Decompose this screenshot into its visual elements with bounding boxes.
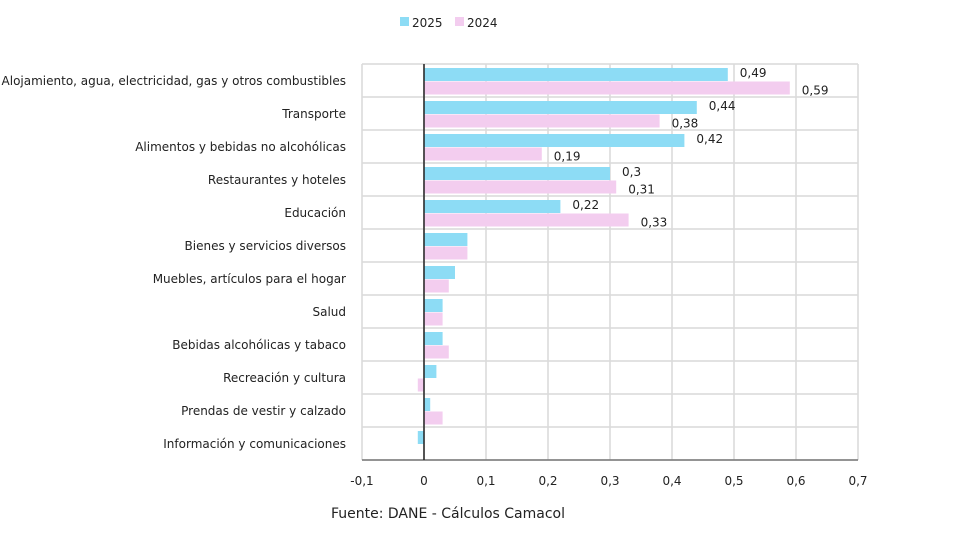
bar-2025 bbox=[424, 332, 443, 345]
data-label: 0,33 bbox=[641, 216, 668, 230]
x-tick-label: -0,1 bbox=[350, 474, 373, 488]
category-label: Prendas de vestir y calzado bbox=[181, 404, 346, 418]
bar-2025 bbox=[424, 68, 728, 81]
bar-2024 bbox=[424, 81, 790, 95]
x-tick-label: 0,7 bbox=[848, 474, 867, 488]
legend-swatch-2024 bbox=[455, 17, 464, 26]
data-label: 0,31 bbox=[628, 183, 655, 197]
category-label: Alimentos y bebidas no alcohólicas bbox=[135, 140, 346, 154]
category-label: Restaurantes y hoteles bbox=[208, 173, 346, 187]
category-label: Recreación y cultura bbox=[223, 371, 346, 385]
legend-label: 2025 bbox=[412, 16, 443, 30]
bar-2025 bbox=[424, 365, 437, 378]
category-label: Alojamiento, agua, electricidad, gas y o… bbox=[2, 74, 346, 88]
bar-2025 bbox=[424, 266, 455, 279]
category-label: Bienes y servicios diversos bbox=[185, 239, 346, 253]
source-note: Fuente: DANE - Cálculos Camacol bbox=[330, 506, 566, 522]
bar-2024 bbox=[424, 345, 449, 359]
x-tick-label: 0,2 bbox=[538, 474, 557, 488]
bar-2024 bbox=[417, 378, 424, 392]
legend-label: 2024 bbox=[467, 16, 498, 30]
bar-2024 bbox=[424, 114, 660, 128]
x-tick-label: 0,3 bbox=[600, 474, 619, 488]
legend-swatch-2025 bbox=[400, 17, 409, 26]
bar-2024 bbox=[424, 147, 542, 161]
data-label: 0,19 bbox=[554, 150, 581, 164]
x-tick-label: 0,4 bbox=[662, 474, 681, 488]
x-tick-label: 0,5 bbox=[724, 474, 743, 488]
bar-2024 bbox=[424, 213, 629, 227]
bar-2025 bbox=[424, 101, 697, 114]
data-label: 0,59 bbox=[802, 84, 829, 98]
x-tick-label: 0,6 bbox=[786, 474, 805, 488]
bar-2024 bbox=[424, 312, 443, 326]
category-label: Educación bbox=[284, 206, 346, 220]
bar-2024 bbox=[424, 246, 468, 260]
category-label: Salud bbox=[312, 305, 346, 319]
x-tick-label: 0 bbox=[420, 474, 428, 488]
data-label: 0,44 bbox=[709, 99, 736, 113]
data-label: 0,22 bbox=[572, 198, 599, 212]
x-tick-label: 0,1 bbox=[476, 474, 495, 488]
bar-2024 bbox=[424, 279, 449, 293]
category-label: Transporte bbox=[281, 107, 346, 121]
data-label: 0,42 bbox=[696, 132, 723, 146]
bar-2025 bbox=[424, 233, 468, 246]
bar-2025 bbox=[424, 398, 431, 411]
bar-2025 bbox=[424, 299, 443, 312]
data-label: 0,38 bbox=[672, 117, 699, 131]
category-label: Información y comunicaciones bbox=[163, 437, 346, 451]
bar-2024 bbox=[424, 180, 617, 194]
category-label: Muebles, artículos para el hogar bbox=[153, 272, 346, 286]
bar-2025 bbox=[424, 134, 685, 147]
bar-2025 bbox=[424, 167, 610, 180]
data-label: 0,49 bbox=[740, 66, 767, 80]
data-label: 0,3 bbox=[622, 165, 641, 179]
category-label: Bebidas alcohólicas y tabaco bbox=[172, 338, 346, 352]
bar-2025 bbox=[424, 200, 561, 213]
bar-2024 bbox=[424, 411, 443, 425]
bar-2025 bbox=[417, 431, 424, 444]
